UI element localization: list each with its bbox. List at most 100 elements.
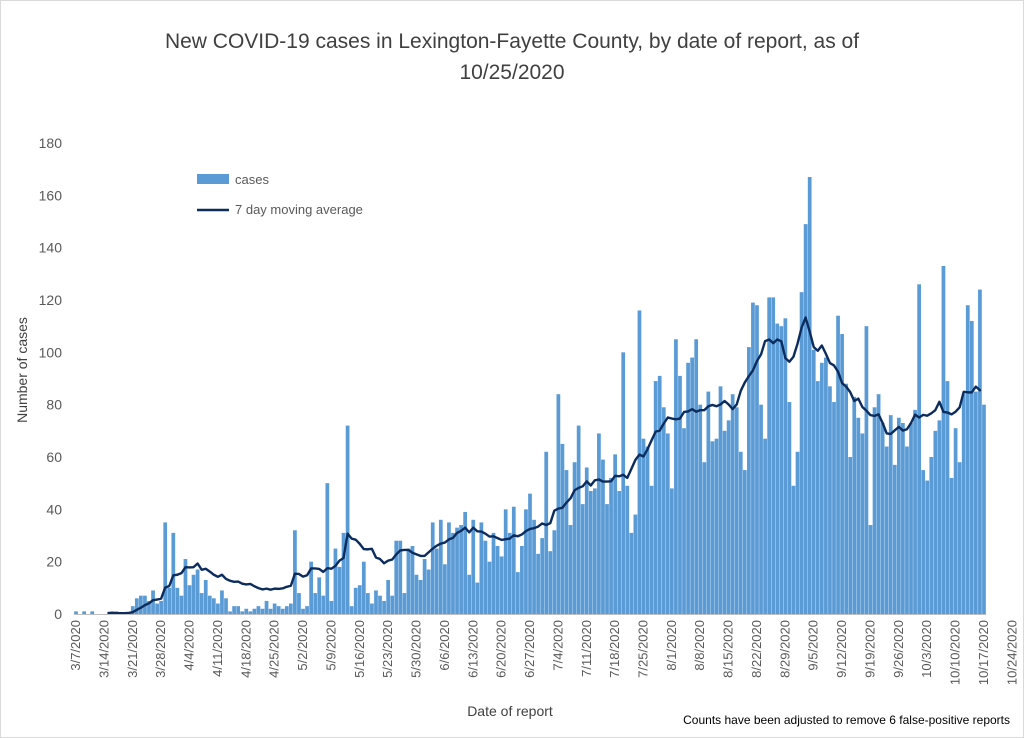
bar bbox=[957, 462, 962, 614]
x-tick-label: 5/23/2020 bbox=[380, 620, 395, 678]
bar bbox=[690, 357, 694, 614]
bar bbox=[288, 603, 293, 614]
bar bbox=[840, 334, 844, 614]
bar bbox=[361, 561, 366, 614]
bar bbox=[807, 177, 812, 614]
bar bbox=[779, 326, 784, 614]
bar bbox=[293, 530, 297, 614]
bar bbox=[682, 428, 686, 614]
moving-average-line bbox=[107, 316, 982, 615]
bar bbox=[848, 457, 853, 614]
bar bbox=[580, 504, 585, 614]
bar bbox=[609, 477, 613, 614]
x-tick-label: 8/22/2020 bbox=[749, 620, 764, 678]
bar bbox=[892, 464, 897, 614]
bar bbox=[953, 428, 958, 614]
bar bbox=[649, 485, 654, 614]
x-tick-label: 6/27/2020 bbox=[522, 620, 537, 678]
bar bbox=[706, 391, 711, 614]
x-tick-label: 3/7/2020 bbox=[68, 620, 83, 671]
x-tick-label: 6/13/2020 bbox=[465, 620, 480, 678]
bar bbox=[937, 420, 942, 614]
bar bbox=[528, 493, 532, 614]
bar bbox=[605, 504, 609, 614]
bar bbox=[799, 292, 804, 614]
bar bbox=[187, 585, 192, 614]
bar bbox=[256, 606, 261, 614]
y-tick-label: 140 bbox=[39, 240, 63, 256]
bar bbox=[443, 564, 447, 614]
bar bbox=[961, 394, 966, 614]
bar bbox=[430, 522, 435, 614]
bar bbox=[398, 540, 403, 614]
x-tick-label: 9/12/2020 bbox=[834, 620, 849, 678]
bar bbox=[532, 519, 536, 614]
bar bbox=[629, 532, 634, 614]
x-tick-label: 6/20/2020 bbox=[494, 620, 509, 678]
x-tick-label: 8/1/2020 bbox=[664, 620, 679, 671]
bar bbox=[536, 553, 540, 614]
bar bbox=[199, 593, 204, 614]
bar bbox=[211, 598, 216, 614]
bar bbox=[641, 438, 646, 614]
bar bbox=[171, 532, 176, 614]
bar bbox=[824, 357, 828, 614]
bar bbox=[653, 381, 658, 614]
bar bbox=[386, 579, 390, 614]
bar bbox=[905, 446, 909, 614]
chart-title-line-2: 10/25/2020 bbox=[459, 61, 565, 84]
bar bbox=[483, 540, 488, 614]
bar bbox=[613, 454, 617, 614]
bar bbox=[564, 470, 569, 614]
bar bbox=[313, 593, 318, 614]
bar bbox=[661, 407, 666, 614]
bar bbox=[969, 320, 974, 614]
bar bbox=[832, 402, 836, 614]
bar bbox=[511, 506, 516, 614]
bar bbox=[422, 559, 427, 614]
y-tick-label: 80 bbox=[46, 397, 62, 413]
x-tick-label: 9/5/2020 bbox=[806, 620, 821, 671]
bar bbox=[147, 600, 151, 614]
bar bbox=[167, 587, 172, 614]
y-tick-label: 120 bbox=[39, 292, 63, 308]
bar bbox=[507, 532, 512, 614]
bar bbox=[353, 587, 358, 614]
bar bbox=[913, 409, 917, 614]
bar bbox=[455, 527, 459, 614]
bar bbox=[479, 522, 484, 614]
bar bbox=[394, 540, 399, 614]
bar bbox=[544, 451, 549, 614]
bar bbox=[134, 598, 139, 614]
bar bbox=[130, 606, 135, 614]
y-tick-label: 60 bbox=[46, 449, 62, 465]
bar bbox=[333, 548, 338, 614]
bar bbox=[747, 347, 751, 614]
y-tick-label: 160 bbox=[39, 187, 63, 203]
bar bbox=[856, 417, 861, 614]
bar bbox=[471, 519, 476, 614]
bar bbox=[657, 375, 662, 614]
bar bbox=[203, 579, 208, 614]
bar bbox=[370, 603, 374, 614]
x-tick-label: 9/19/2020 bbox=[862, 620, 877, 678]
bar bbox=[795, 451, 800, 614]
bar bbox=[260, 608, 265, 614]
bar bbox=[345, 425, 350, 614]
bar bbox=[183, 559, 188, 614]
x-tick-label: 3/14/2020 bbox=[96, 620, 111, 678]
bar bbox=[74, 611, 78, 614]
bar bbox=[828, 386, 832, 614]
bar bbox=[366, 593, 370, 614]
bar bbox=[272, 603, 277, 614]
bar bbox=[815, 381, 820, 614]
x-tick-label: 8/8/2020 bbox=[692, 620, 707, 671]
bar bbox=[90, 611, 95, 614]
bar bbox=[475, 582, 480, 614]
bar bbox=[297, 593, 301, 614]
bar bbox=[280, 608, 285, 614]
bar bbox=[382, 600, 386, 614]
bar bbox=[588, 491, 593, 614]
x-tick-label: 4/18/2020 bbox=[238, 620, 253, 678]
bar bbox=[880, 422, 885, 614]
